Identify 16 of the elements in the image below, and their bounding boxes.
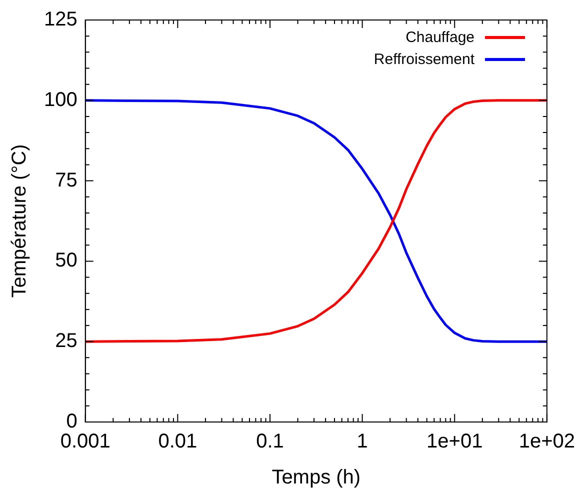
y-tick-label: 50 xyxy=(55,250,78,272)
y-tick-label: 100 xyxy=(44,88,78,111)
legend-label: Chauffage xyxy=(406,28,475,46)
x-tick-label: 0.001 xyxy=(60,430,110,453)
y-tick-label: 75 xyxy=(55,169,78,192)
y-tick-label: 125 xyxy=(44,8,78,31)
x-tick-label: 0.1 xyxy=(256,430,284,453)
legend-label: Reffroissement xyxy=(374,50,475,68)
x-tick-label: 1e+01 xyxy=(426,430,483,453)
x-axis-title: Temps (h) xyxy=(272,466,361,489)
y-tick-label: 0 xyxy=(66,410,78,433)
x-tick-label: 0.01 xyxy=(158,430,198,453)
x-tick-label: 1 xyxy=(356,430,368,453)
x-tick-label: 1e+02 xyxy=(518,430,575,453)
y-tick-label: 25 xyxy=(55,330,78,352)
y-axis-title: Température (°C) xyxy=(8,144,31,298)
